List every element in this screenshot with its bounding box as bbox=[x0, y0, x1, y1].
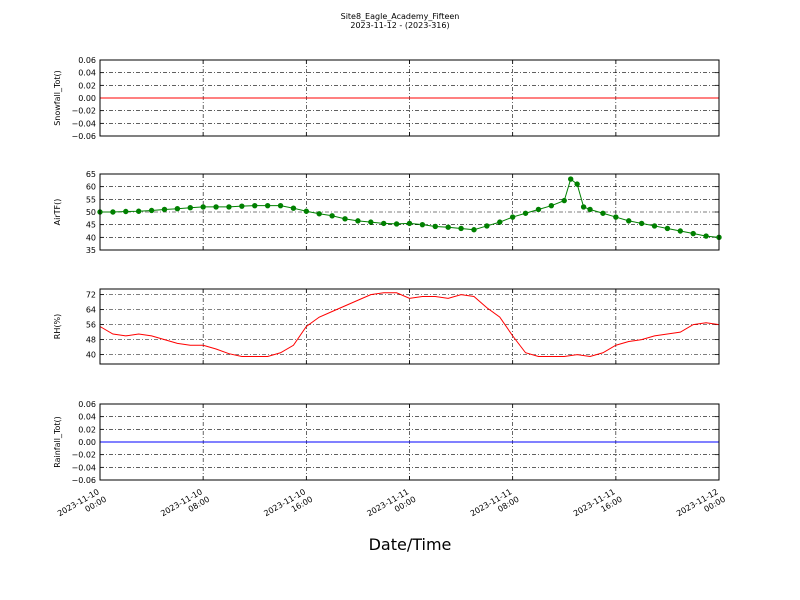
data-point bbox=[110, 209, 116, 215]
y-tick-label: −0.02 bbox=[71, 451, 96, 460]
data-point bbox=[381, 220, 387, 227]
y-tick-label: 45 bbox=[86, 221, 96, 230]
y-tick-label: 64 bbox=[86, 306, 96, 315]
data-point bbox=[303, 208, 310, 214]
subtitle: 2023-11-12 - (2023-316) bbox=[350, 21, 449, 30]
data-point bbox=[226, 204, 232, 210]
data-point bbox=[600, 210, 606, 216]
data-point bbox=[703, 233, 709, 239]
y-tick-label: −0.02 bbox=[71, 107, 96, 116]
y-axis-label: AirTF() bbox=[53, 199, 62, 226]
y-tick-label: 0.02 bbox=[78, 425, 96, 434]
y-tick-label: −0.06 bbox=[71, 132, 96, 141]
data-point bbox=[574, 181, 580, 187]
data-point bbox=[368, 219, 374, 225]
y-tick-label: 0.06 bbox=[78, 400, 96, 409]
data-point bbox=[638, 220, 645, 227]
x-tick-label: 2023-11-11 00:00 bbox=[366, 486, 418, 527]
y-tick-label: 60 bbox=[86, 183, 96, 192]
data-point bbox=[419, 221, 426, 228]
y-tick-label: −0.06 bbox=[71, 476, 96, 485]
data-point bbox=[355, 218, 361, 224]
x-tick-label: 2023-11-10 16:00 bbox=[262, 486, 314, 527]
y-tick-label: 0.00 bbox=[78, 94, 96, 103]
y-tick-label: 72 bbox=[86, 291, 96, 300]
plot-frame bbox=[99, 173, 720, 251]
data-point bbox=[561, 197, 567, 204]
x-axis-label: Date/Time bbox=[369, 535, 452, 554]
data-point bbox=[690, 230, 696, 237]
data-point bbox=[264, 202, 271, 209]
y-axis-label: Snowfall_Tot() bbox=[53, 70, 62, 126]
data-point bbox=[445, 224, 451, 230]
y-tick-label: 0.06 bbox=[78, 56, 96, 65]
y-tick-label: 0.04 bbox=[78, 69, 96, 78]
y-tick-label: 56 bbox=[86, 321, 96, 330]
y-tick-label: 50 bbox=[86, 208, 96, 217]
x-tick-label: 2023-11-10 00:00 bbox=[56, 486, 108, 527]
data-point bbox=[626, 218, 632, 224]
x-tick-label: 2023-11-12 00:00 bbox=[675, 486, 727, 527]
data-point bbox=[458, 225, 464, 232]
y-tick-label: 65 bbox=[86, 170, 96, 179]
y-tick-label: 55 bbox=[86, 195, 96, 204]
data-point bbox=[406, 220, 413, 227]
data-point bbox=[123, 208, 129, 215]
data-point bbox=[174, 206, 181, 212]
y-axis-label: RH(%) bbox=[53, 314, 62, 339]
y-tick-label: 35 bbox=[86, 246, 96, 255]
plot-frame bbox=[99, 59, 720, 137]
data-point bbox=[393, 221, 400, 227]
y-tick-label: −0.04 bbox=[71, 119, 96, 128]
data-point bbox=[587, 206, 593, 213]
data-point bbox=[432, 223, 438, 230]
data-point bbox=[664, 225, 671, 232]
data-point bbox=[484, 223, 490, 229]
y-tick-label: 0.02 bbox=[78, 81, 96, 90]
plot-frame bbox=[99, 403, 720, 481]
data-point bbox=[509, 214, 516, 220]
data-point bbox=[613, 214, 619, 220]
data-point bbox=[213, 204, 219, 210]
data-point bbox=[342, 216, 348, 222]
plot-frame bbox=[99, 288, 720, 365]
y-tick-label: 0.04 bbox=[78, 413, 96, 422]
data-point bbox=[677, 228, 684, 234]
data-point bbox=[316, 211, 322, 217]
data-point bbox=[239, 203, 245, 209]
y-tick-label: 48 bbox=[86, 336, 96, 345]
y-tick-label: 40 bbox=[86, 233, 96, 242]
data-point bbox=[535, 206, 542, 213]
data-point bbox=[522, 210, 529, 216]
data-point bbox=[471, 227, 477, 233]
data-point bbox=[329, 213, 335, 219]
data-point bbox=[580, 204, 587, 210]
y-tick-label: 0.00 bbox=[78, 438, 96, 447]
x-tick-label: 2023-11-10 08:00 bbox=[159, 486, 211, 527]
data-point bbox=[187, 204, 193, 211]
data-point bbox=[651, 223, 658, 229]
data-point bbox=[135, 208, 142, 214]
data-point bbox=[148, 207, 155, 214]
y-tick-label: 40 bbox=[86, 351, 96, 360]
data-point bbox=[161, 206, 168, 213]
data-point bbox=[277, 202, 284, 209]
data-point bbox=[497, 219, 503, 225]
x-tick-label: 2023-11-11 08:00 bbox=[469, 486, 521, 527]
data-point bbox=[548, 202, 555, 209]
data-point bbox=[290, 205, 297, 211]
y-tick-label: −0.04 bbox=[71, 463, 96, 472]
data-point bbox=[252, 202, 258, 209]
data-point bbox=[567, 176, 574, 182]
title: Site8_Eagle_Academy_Fifteen bbox=[341, 12, 460, 21]
x-tick-label: 2023-11-11 16:00 bbox=[572, 486, 624, 527]
y-axis-label: Rainfall_Tot() bbox=[53, 416, 62, 468]
data-point bbox=[200, 204, 206, 210]
data-line bbox=[99, 292, 720, 358]
